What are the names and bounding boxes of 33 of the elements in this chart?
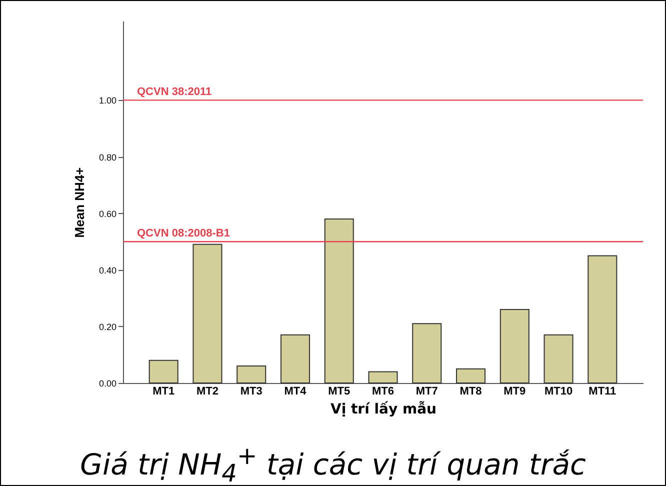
y-tick-label: 0.00 xyxy=(98,378,116,388)
x-tick-label: MT11 xyxy=(588,386,616,398)
annotation: QCVN 08:2008-B1 xyxy=(137,228,230,240)
x-axis-title: Vị trí lấy mẫu xyxy=(330,400,437,418)
bar xyxy=(148,360,178,384)
y-tick-label: 0.60 xyxy=(98,208,116,219)
bar xyxy=(456,368,486,384)
bar xyxy=(280,334,310,384)
bar xyxy=(412,323,442,384)
x-tick-label: MT6 xyxy=(372,386,394,398)
bar xyxy=(324,218,354,384)
y-tick-label: 0.80 xyxy=(98,152,116,162)
annotation: QCVN 38:2011 xyxy=(137,86,212,98)
y-tick-label: 1.00 xyxy=(98,96,116,106)
x-tick-label: MT1 xyxy=(152,386,175,398)
x-tick-label: MT9 xyxy=(504,386,526,398)
bar xyxy=(544,334,574,384)
bar xyxy=(588,255,618,384)
y-tick-label: 0.40 xyxy=(98,265,116,276)
x-tick-label: MT2 xyxy=(196,386,218,398)
x-tick-label: MT8 xyxy=(460,386,482,398)
y-tick-label: 0.20 xyxy=(98,322,116,332)
x-tick-label: MT5 xyxy=(328,386,350,398)
x-tick-label: MT4 xyxy=(284,386,308,398)
bar xyxy=(368,371,398,384)
bar xyxy=(236,366,266,384)
x-tick-label: MT10 xyxy=(544,386,573,398)
y-axis-title: Mean NH4+ xyxy=(72,166,87,238)
bar xyxy=(500,308,530,384)
text: Giá trị NH$_{4}$$^{+}$ tại các vị trí quan trắc xyxy=(79,441,587,486)
x-tick-label: MT7 xyxy=(416,386,438,398)
x-tick-label: MT3 xyxy=(240,386,262,398)
bar xyxy=(192,244,222,384)
